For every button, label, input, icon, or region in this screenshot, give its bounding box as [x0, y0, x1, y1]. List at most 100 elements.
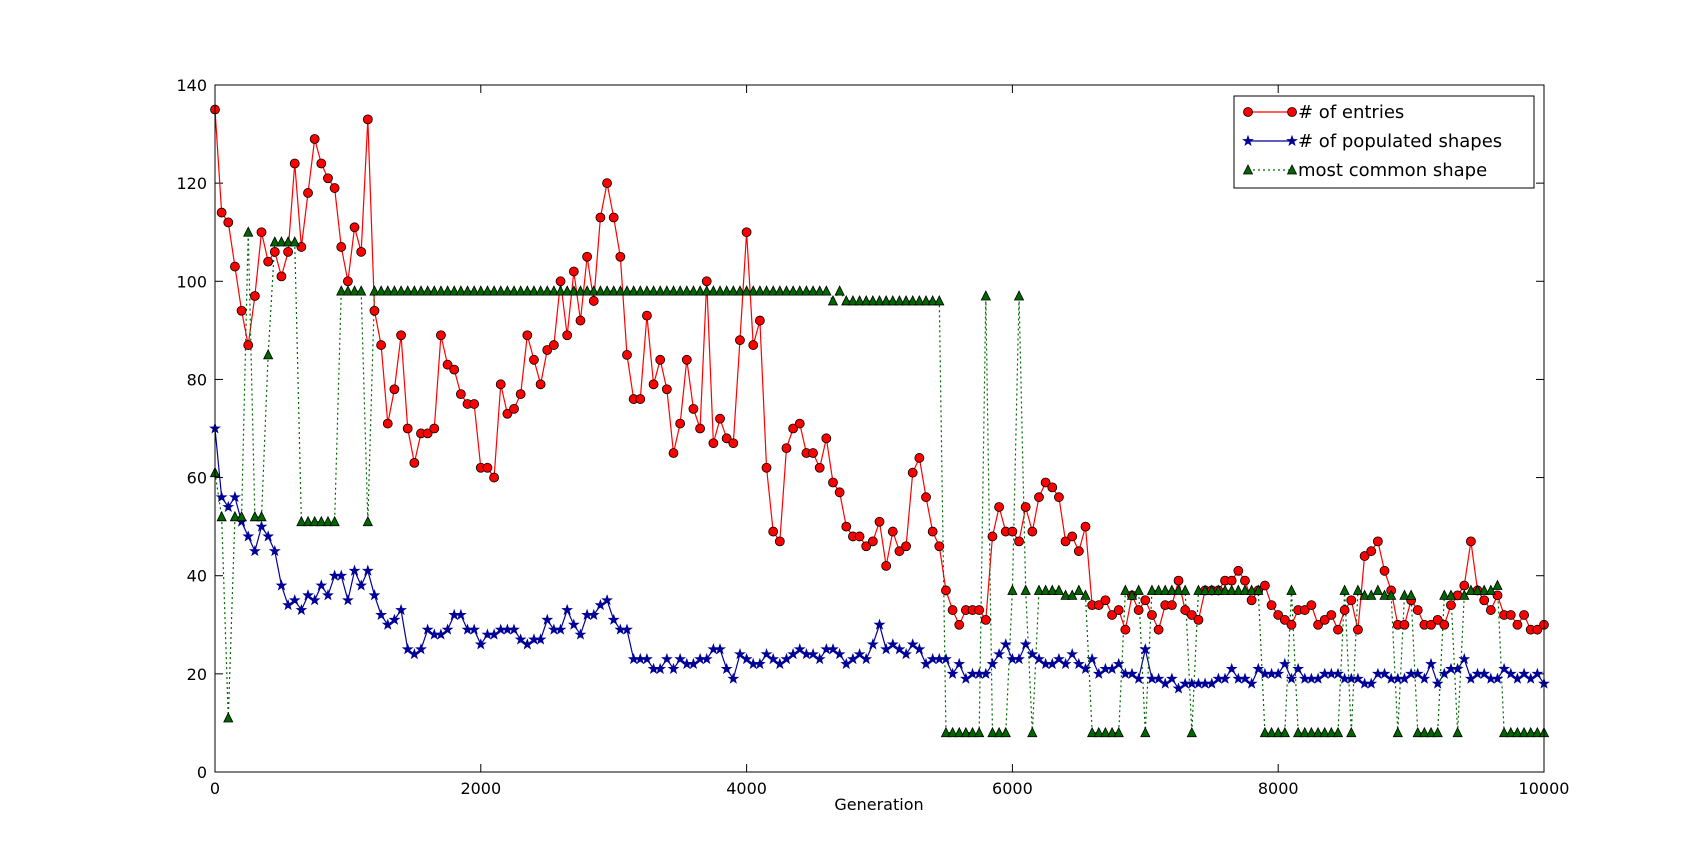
marker	[595, 285, 606, 296]
marker	[1472, 584, 1483, 595]
marker	[621, 623, 633, 635]
marker	[1498, 662, 1511, 674]
marker	[341, 594, 354, 606]
legend-marker	[1242, 134, 1254, 146]
marker	[256, 227, 267, 238]
marker	[1399, 589, 1410, 600]
marker	[1193, 584, 1204, 595]
marker	[1446, 600, 1456, 611]
marker	[349, 285, 360, 296]
marker	[947, 726, 958, 738]
legend-label: # of entries	[1298, 102, 1404, 123]
marker	[302, 515, 314, 527]
marker	[641, 652, 653, 665]
marker	[741, 227, 752, 238]
marker	[429, 423, 440, 434]
marker	[336, 285, 347, 296]
marker	[953, 657, 966, 670]
marker	[1492, 590, 1503, 601]
marker	[508, 285, 520, 296]
marker	[615, 285, 626, 296]
marker	[767, 652, 780, 665]
marker	[954, 619, 965, 630]
marker	[1260, 580, 1270, 591]
marker	[1439, 589, 1450, 600]
marker	[269, 246, 280, 257]
x-tick-label: 8000	[1258, 779, 1299, 798]
marker	[894, 295, 905, 306]
marker	[1033, 584, 1045, 595]
marker	[894, 546, 905, 557]
marker	[887, 295, 898, 306]
marker	[1425, 657, 1437, 670]
marker	[1246, 595, 1257, 606]
marker	[223, 217, 234, 228]
marker	[1273, 610, 1284, 620]
marker	[1352, 584, 1364, 595]
marker	[987, 531, 998, 542]
marker	[1180, 584, 1191, 595]
marker	[421, 623, 434, 635]
marker	[994, 502, 1005, 512]
marker	[661, 285, 673, 296]
marker	[329, 183, 340, 193]
marker	[1060, 589, 1071, 600]
marker	[813, 652, 826, 665]
marker	[993, 647, 1006, 660]
marker	[1132, 672, 1145, 684]
marker	[515, 285, 526, 296]
marker	[1259, 726, 1271, 738]
marker	[721, 433, 732, 444]
marker	[555, 285, 566, 296]
marker	[441, 623, 454, 635]
marker	[535, 285, 546, 296]
marker	[1080, 521, 1091, 532]
marker	[1292, 726, 1304, 738]
marker	[754, 285, 766, 296]
marker	[1067, 589, 1078, 600]
marker	[1319, 614, 1330, 625]
marker	[1206, 584, 1217, 595]
marker	[1219, 584, 1231, 595]
marker	[1306, 726, 1317, 738]
marker	[1054, 492, 1064, 503]
legend-label: most common shape	[1298, 160, 1487, 181]
marker	[1485, 584, 1496, 595]
marker	[954, 726, 965, 738]
y-tick-label: 100	[176, 272, 207, 291]
marker	[866, 638, 879, 650]
marker	[1066, 647, 1079, 660]
marker	[980, 614, 991, 625]
marker	[248, 544, 261, 557]
marker	[462, 285, 473, 296]
marker	[1432, 726, 1443, 738]
marker	[615, 251, 626, 262]
marker	[608, 285, 619, 296]
marker	[648, 379, 659, 390]
marker	[721, 285, 732, 296]
marker	[1100, 726, 1111, 738]
marker	[1166, 600, 1177, 611]
marker	[555, 276, 566, 287]
marker	[940, 652, 952, 665]
marker	[1113, 726, 1124, 738]
marker	[1000, 726, 1011, 738]
marker	[455, 389, 466, 400]
x-tick-label: 2000	[460, 779, 501, 798]
marker	[1525, 726, 1536, 738]
marker	[907, 467, 918, 478]
marker	[395, 285, 407, 296]
marker	[567, 618, 580, 630]
marker	[1266, 726, 1277, 738]
marker	[1518, 726, 1530, 738]
marker	[768, 285, 779, 296]
marker	[1133, 584, 1144, 595]
marker	[588, 285, 599, 296]
marker	[1306, 600, 1317, 611]
marker	[529, 354, 539, 365]
marker	[1020, 584, 1031, 595]
marker	[1040, 477, 1051, 488]
marker	[308, 594, 321, 606]
marker	[1213, 584, 1224, 595]
series-line	[214, 232, 1544, 734]
